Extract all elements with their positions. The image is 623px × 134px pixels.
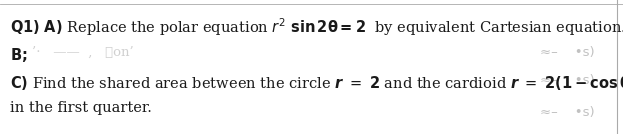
Text: $\mathbf{B;}$: $\mathbf{B;}$	[10, 46, 27, 64]
Text: $\mathbf{C)}$ Find the shared area between the circle $\boldsymbol{r}$$\ =\ \mat: $\mathbf{C)}$ Find the shared area betwe…	[10, 74, 623, 92]
Text: in the first quarter.: in the first quarter.	[10, 101, 152, 115]
Text: $\mathbf{Q1)}$ $\mathbf{A)}$ Replace the polar equation $r^2$ $\mathbf{sin\,2\th: $\mathbf{Q1)}$ $\mathbf{A)}$ Replace the…	[10, 16, 623, 38]
Text: ≈–    •s): ≈– •s)	[540, 46, 594, 59]
Text: ≈–    •s): ≈– •s)	[540, 106, 594, 119]
Text: ’·   ——  ,   ⲟon’: ’· —— , ⲟon’	[32, 46, 134, 59]
Text: ≈–    •s): ≈– •s)	[540, 74, 594, 87]
